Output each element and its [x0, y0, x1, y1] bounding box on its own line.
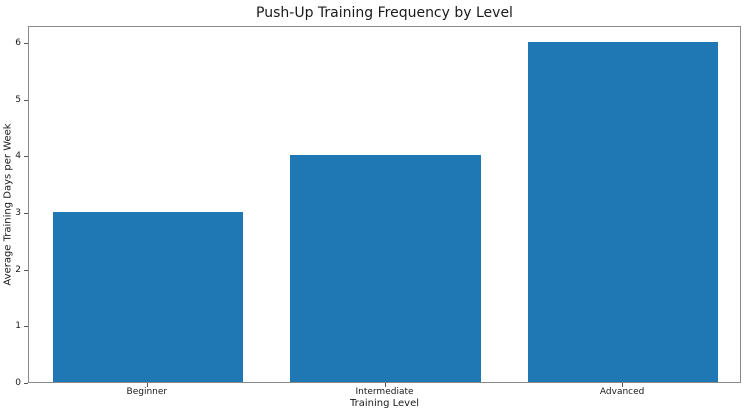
x-tick-mark — [622, 383, 624, 387]
y-tick-label: 6 — [15, 38, 21, 48]
y-tick-label: 4 — [15, 151, 21, 162]
y-tick-mark — [24, 43, 28, 44]
bar-advanced — [528, 42, 719, 382]
x-tick-mark — [384, 383, 386, 387]
y-tick-mark — [24, 99, 28, 101]
y-tick-label: 5 — [15, 94, 21, 105]
y-axis-label: Average Training Days per Week — [2, 123, 14, 286]
y-tick-label: 2 — [15, 264, 21, 275]
x-tick-mark — [146, 383, 148, 387]
y-tick-label: 3 — [15, 208, 21, 218]
y-tick-mark — [24, 213, 28, 214]
bar-beginner — [52, 212, 243, 382]
chart-title: Push-Up Training Frequency by Level — [256, 5, 513, 21]
y-tick-mark — [24, 156, 28, 158]
x-tick-label-intermediate: Intermediate — [355, 387, 414, 397]
y-tick-label: 1 — [15, 321, 21, 332]
y-tick-mark — [24, 383, 28, 384]
x-axis-label: Training Level — [349, 398, 420, 409]
plot-area — [28, 26, 741, 383]
y-tick-mark — [24, 326, 28, 328]
x-tick-label-advanced: Advanced — [599, 387, 645, 397]
bar-intermediate — [290, 155, 481, 382]
y-tick-mark — [24, 269, 28, 271]
x-tick-label-beginner: Beginner — [126, 387, 168, 397]
y-tick-label: 0 — [15, 378, 21, 388]
